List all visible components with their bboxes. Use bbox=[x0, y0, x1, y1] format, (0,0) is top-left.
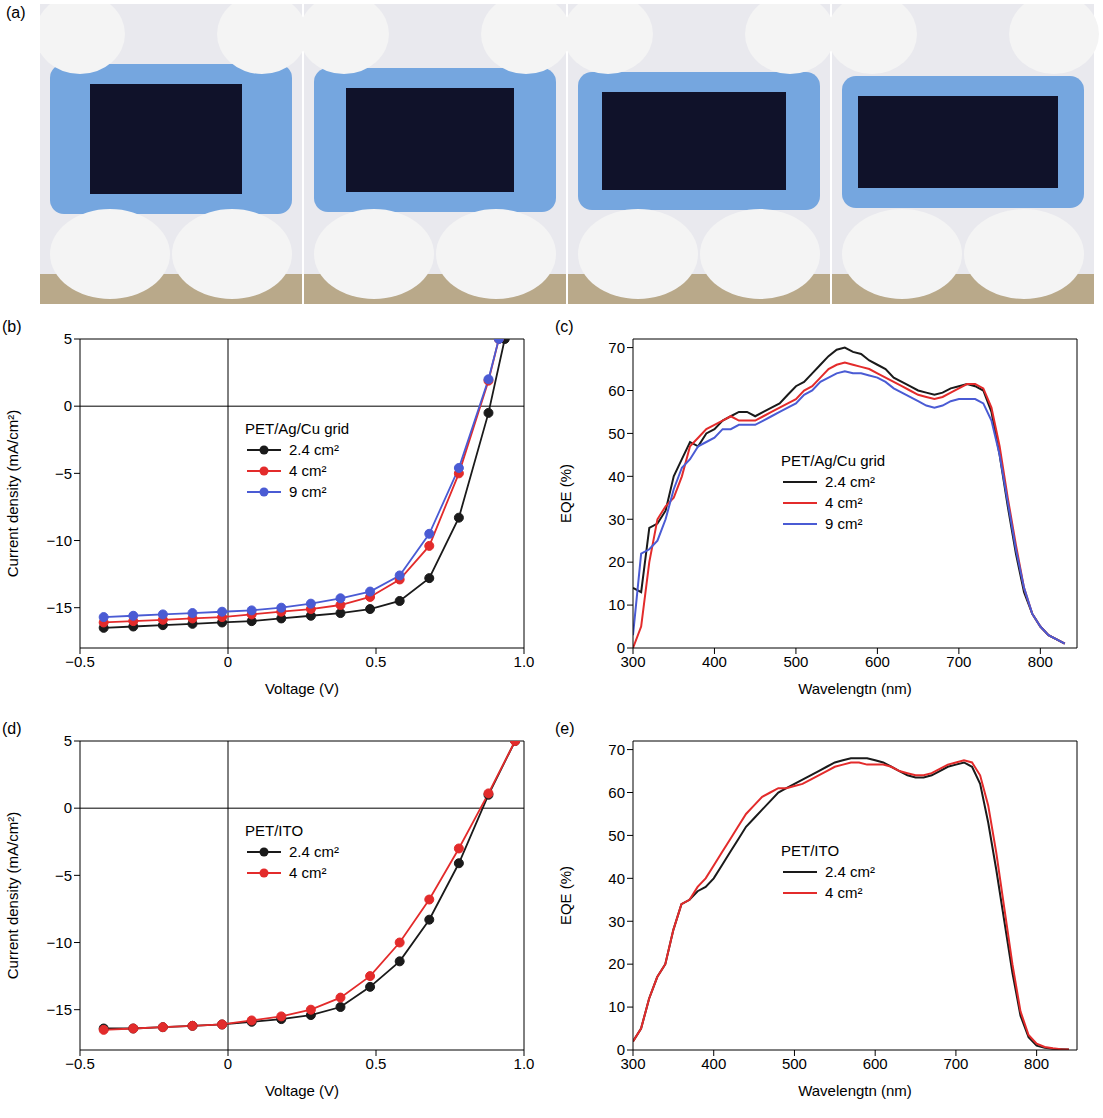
svg-text:700: 700 bbox=[943, 1055, 968, 1072]
html-text:4 cm²: 4 cm² bbox=[825, 494, 863, 511]
html-text:2.4 cm²: 2.4 cm² bbox=[289, 441, 339, 458]
svg-text:400: 400 bbox=[702, 653, 727, 670]
svg-text:50: 50 bbox=[608, 827, 625, 844]
svg-text:0: 0 bbox=[64, 799, 72, 816]
svg-text:300: 300 bbox=[620, 652, 646, 670]
svg-text:5: 5 bbox=[64, 330, 72, 347]
svg-text:0: 0 bbox=[224, 1055, 232, 1072]
svg-text:30: 30 bbox=[608, 511, 625, 528]
svg-text:800: 800 bbox=[1024, 1055, 1049, 1072]
svg-text:−0.5: −0.5 bbox=[65, 1055, 95, 1072]
html-text:4 cm²: 4 cm² bbox=[289, 462, 327, 479]
svg-text:500: 500 bbox=[783, 653, 808, 670]
html-text:(e): (e) bbox=[555, 720, 575, 737]
svg-text:0.5: 0.5 bbox=[366, 1055, 387, 1072]
svg-text:−15: −15 bbox=[47, 599, 72, 616]
html-text:PET/Ag/Cu grid: PET/Ag/Cu grid bbox=[781, 452, 886, 469]
html-text:2.4 cm²: 2.4 cm² bbox=[825, 473, 875, 490]
html-text:9 cm²: 9 cm² bbox=[289, 483, 327, 500]
svg-text:0.5: 0.5 bbox=[366, 653, 387, 670]
svg-text:60: 60 bbox=[608, 382, 625, 399]
svg-text:Current density (mA/cm²): Current density (mA/cm²) bbox=[4, 410, 21, 578]
svg-text:10: 10 bbox=[608, 998, 625, 1015]
html-text:2.4 cm²: 2.4 cm² bbox=[289, 843, 339, 860]
svg-text:20: 20 bbox=[608, 955, 625, 972]
html-text:(a): (a) bbox=[6, 4, 26, 21]
svg-text:400: 400 bbox=[701, 1055, 726, 1072]
svg-text:10: 10 bbox=[608, 596, 625, 613]
html-text:(c): (c) bbox=[555, 318, 574, 335]
svg-text:1.0: 1.0 bbox=[514, 1055, 535, 1072]
svg-text:700: 700 bbox=[946, 653, 971, 670]
svg-text:Current density (mA/cm²): Current density (mA/cm²) bbox=[4, 812, 21, 980]
svg-text:70: 70 bbox=[608, 339, 625, 356]
svg-text:−5: −5 bbox=[55, 867, 72, 884]
svg-text:20: 20 bbox=[608, 553, 625, 570]
svg-text:30: 30 bbox=[608, 913, 625, 930]
svg-text:−10: −10 bbox=[47, 532, 72, 549]
svg-text:70: 70 bbox=[608, 741, 625, 758]
svg-text:0: 0 bbox=[617, 639, 625, 656]
svg-text:40: 40 bbox=[608, 870, 625, 887]
html-text:4 cm²: 4 cm² bbox=[825, 884, 863, 901]
svg-text:600: 600 bbox=[865, 653, 890, 670]
svg-text:−15: −15 bbox=[47, 1001, 72, 1018]
svg-text:EQE (%): EQE (%) bbox=[557, 464, 574, 523]
html-text:PET/ITO: PET/ITO bbox=[245, 822, 304, 839]
svg-text:300: 300 bbox=[620, 1054, 646, 1072]
svg-text:Voltage (V): Voltage (V) bbox=[265, 680, 339, 697]
svg-text:0: 0 bbox=[617, 1041, 625, 1058]
html-text:4 cm²: 4 cm² bbox=[289, 864, 327, 881]
svg-text:60: 60 bbox=[608, 784, 625, 801]
svg-text:Wavelengtn (nm): Wavelengtn (nm) bbox=[798, 680, 912, 697]
svg-text:−5: −5 bbox=[55, 465, 72, 482]
html-text:9 cm²: 9 cm² bbox=[825, 515, 863, 532]
svg-text:0: 0 bbox=[224, 653, 232, 670]
html-text:(b): (b) bbox=[2, 318, 22, 335]
svg-text:5: 5 bbox=[64, 732, 72, 749]
svg-text:600: 600 bbox=[863, 1055, 888, 1072]
svg-text:800: 800 bbox=[1028, 653, 1053, 670]
svg-text:0: 0 bbox=[64, 397, 72, 414]
html-text:PET/Ag/Cu grid: PET/Ag/Cu grid bbox=[245, 420, 350, 437]
svg-text:50: 50 bbox=[608, 425, 625, 442]
html-text:2.4 cm²: 2.4 cm² bbox=[825, 863, 875, 880]
svg-text:500: 500 bbox=[782, 1055, 807, 1072]
svg-text:Voltage (V): Voltage (V) bbox=[265, 1082, 339, 1099]
svg-text:1.0: 1.0 bbox=[514, 653, 535, 670]
svg-text:Wavelengtn (nm): Wavelengtn (nm) bbox=[798, 1082, 912, 1099]
html-text:(d): (d) bbox=[2, 720, 22, 737]
svg-text:−10: −10 bbox=[47, 934, 72, 951]
html-text:PET/ITO: PET/ITO bbox=[781, 842, 840, 859]
svg-text:40: 40 bbox=[608, 468, 625, 485]
svg-text:−0.5: −0.5 bbox=[65, 653, 95, 670]
svg-text:EQE (%): EQE (%) bbox=[557, 866, 574, 925]
